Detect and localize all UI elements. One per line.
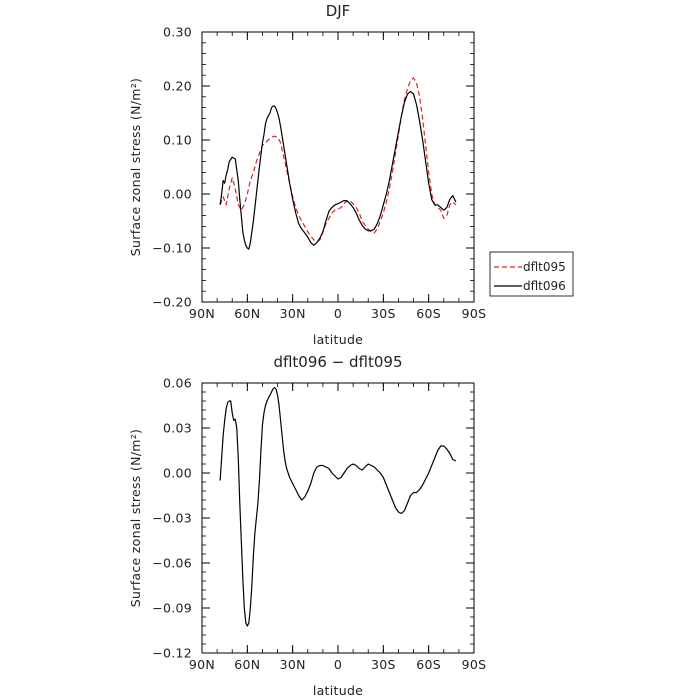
x-tick-label: 60N	[234, 306, 260, 321]
x-tick-label: 30N	[280, 306, 306, 321]
series-line-dflt096	[219, 90, 457, 250]
y-tick-label: 0.00	[163, 466, 192, 481]
plot-frame	[201, 382, 475, 654]
plot-frame	[201, 31, 475, 303]
x-tick-label: 0	[334, 306, 342, 321]
y-tick-label: 0.00	[163, 187, 192, 202]
y-axis-label: Surface zonal stress (N/m²)	[128, 429, 143, 607]
legend-box	[489, 251, 574, 297]
x-tick-label: 60S	[416, 306, 441, 321]
x-axis-label: latitude	[313, 332, 363, 347]
y-tick-label: −0.06	[152, 556, 192, 571]
y-axis-label: Surface zonal stress (N/m²)	[128, 78, 143, 256]
legend-entry-dflt095: dflt095	[523, 260, 566, 274]
x-tick-label: 90N	[189, 657, 215, 672]
legend-entry-dflt096: dflt096	[523, 279, 566, 293]
y-tick-label: −0.03	[152, 511, 192, 526]
x-tick-label: 30S	[371, 657, 396, 672]
y-tick-label: −0.20	[152, 295, 192, 310]
chart-title: dflt096 − dflt095	[273, 353, 402, 371]
x-axis-label: latitude	[313, 683, 363, 698]
x-tick-label: 90N	[189, 306, 215, 321]
x-tick-label: 0	[334, 657, 342, 672]
x-tick-label: 90S	[462, 306, 487, 321]
x-tick-label: 90S	[462, 657, 487, 672]
panel-djf: DJF latitude Surface zonal stress (N/m²)…	[128, 2, 486, 347]
y-tick-label: 0.03	[163, 421, 192, 436]
x-tick-label: 60S	[416, 657, 441, 672]
y-tick-label: 0.20	[163, 79, 192, 94]
y-tick-label: 0.30	[163, 25, 192, 40]
x-tick-label: 30N	[280, 657, 306, 672]
series-line-difference	[219, 386, 457, 627]
legend: dflt095 dflt096	[489, 251, 574, 297]
y-tick-label: 0.06	[163, 376, 192, 391]
chart-title: DJF	[326, 2, 351, 20]
series-line-dflt095	[219, 77, 457, 243]
y-tick-label: −0.12	[152, 646, 192, 661]
y-tick-label: −0.09	[152, 601, 192, 616]
x-tick-label: 60N	[234, 657, 260, 672]
y-tick-label: 0.10	[163, 133, 192, 148]
x-tick-label: 30S	[371, 306, 396, 321]
panel-difference: dflt096 − dflt095 latitude Surface zonal…	[128, 353, 486, 698]
y-tick-label: −0.10	[152, 241, 192, 256]
